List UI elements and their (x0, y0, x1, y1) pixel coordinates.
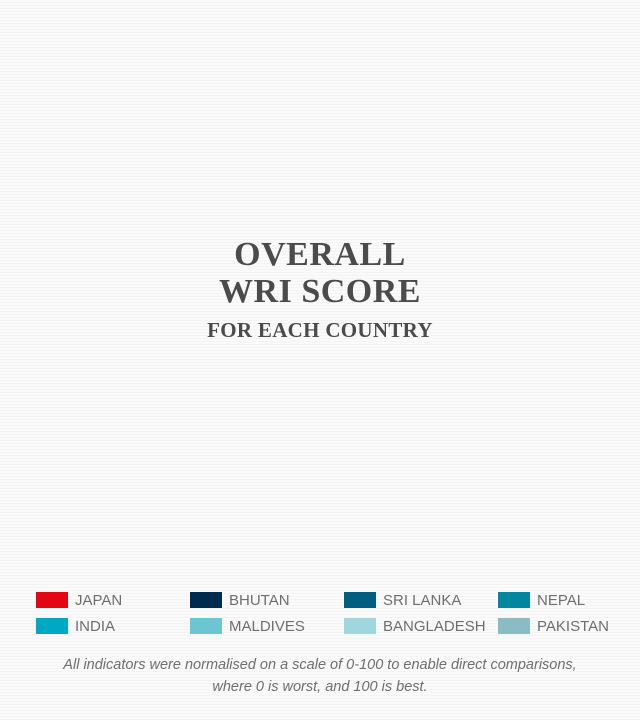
footnote-line-2: where 0 is worst, and 100 is best. (212, 678, 428, 695)
legend-item: JAPAN (36, 590, 122, 610)
footnote: All indicators were normalised on a scal… (40, 655, 600, 698)
legend-swatch (36, 592, 68, 608)
legend-item: BHUTAN (190, 590, 290, 610)
legend-swatch (344, 618, 376, 634)
legend-item: NEPAL (498, 590, 585, 610)
legend-swatch (498, 618, 530, 634)
legend-item: PAKISTAN (498, 616, 609, 636)
legend-swatch (498, 592, 530, 608)
legend-swatch (190, 592, 222, 608)
legend-item: SRI LANKA (344, 590, 461, 610)
footnote-line-1: All indicators were normalised on a scal… (63, 657, 577, 673)
legend-label: BANGLADESH (383, 617, 486, 635)
chart-title-line-1: OVERALL (234, 236, 406, 273)
legend-label: PAKISTAN (537, 617, 609, 635)
legend-label: JAPAN (75, 591, 123, 609)
legend-label: SRI LANKA (383, 591, 462, 609)
legend-swatch (190, 618, 222, 634)
legend-label: INDIA (75, 617, 116, 635)
chart-title-line-2: WRI SCORE (219, 273, 421, 310)
chart-title-block: OVERALL WRI SCORE FOR EACH COUNTRY (0, 236, 640, 343)
legend-swatch (36, 618, 68, 634)
legend-item: BANGLADESH (344, 616, 486, 636)
legend-label: NEPAL (537, 591, 586, 609)
legend-item: INDIA (36, 616, 115, 636)
chart-subtitle: FOR EACH COUNTRY (207, 318, 433, 342)
legend-label: BHUTAN (229, 591, 290, 609)
legend: JAPAN BHUTAN SRI LANKA NEPAL INDIA MALDIVES BA… (36, 590, 636, 646)
legend-swatch (344, 592, 376, 608)
legend-label: MALDIVES (229, 617, 305, 635)
legend-item: MALDIVES (190, 616, 305, 636)
